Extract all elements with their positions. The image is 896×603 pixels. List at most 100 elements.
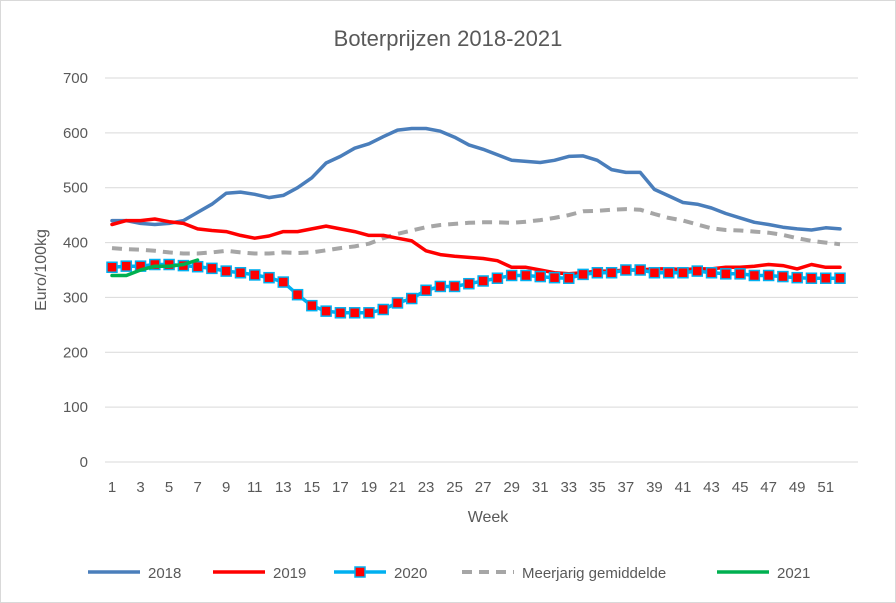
legend: 2018 2019 2020 Meerjarig gemiddelde 2021 — [88, 565, 810, 582]
y-tick-label: 400 — [63, 235, 88, 252]
data-point — [120, 260, 133, 272]
data-point — [777, 270, 789, 283]
data-point — [677, 266, 689, 279]
legend-label: 2021 — [777, 565, 810, 582]
data-point — [434, 280, 447, 293]
data-point — [605, 266, 618, 279]
data-point — [577, 268, 589, 281]
series-line — [110, 217, 842, 276]
series-4 — [110, 258, 200, 278]
y-tick-label: 600 — [63, 125, 88, 142]
x-tick-label: 25 — [446, 479, 463, 496]
legend-item: 2018 — [88, 565, 181, 582]
data-point — [406, 292, 418, 305]
data-point — [220, 265, 232, 277]
data-point — [491, 272, 504, 284]
data-point — [748, 269, 761, 282]
data-point — [705, 266, 718, 279]
legend-label: 2018 — [148, 565, 181, 582]
data-point — [791, 271, 803, 284]
gridlines — [105, 77, 858, 463]
data-point — [520, 269, 532, 282]
data-point — [291, 288, 304, 301]
x-tick-label: 5 — [165, 479, 173, 496]
x-tick-label: 49 — [789, 479, 806, 496]
x-tick-label: 37 — [618, 479, 635, 496]
y-tick-label: 200 — [63, 344, 88, 361]
data-point — [505, 269, 518, 282]
series-line — [110, 262, 842, 315]
data-point — [277, 276, 290, 288]
data-point — [819, 272, 832, 284]
data-point — [634, 264, 646, 276]
data-point — [762, 269, 775, 282]
data-point — [834, 272, 846, 284]
legend-marker — [354, 566, 366, 578]
x-tick-label: 47 — [760, 479, 777, 496]
y-axis-ticks: 0 100 200 300 400 500 600 700 — [63, 70, 88, 471]
x-tick-label: 51 — [817, 479, 834, 496]
data-point — [377, 303, 389, 316]
x-tick-label: 9 — [222, 479, 230, 496]
legend-item: 2021 — [717, 565, 810, 582]
x-tick-label: 19 — [361, 479, 378, 496]
x-tick-label: 43 — [703, 479, 720, 496]
data-point — [591, 266, 604, 279]
series-line — [111, 207, 841, 256]
data-point — [234, 266, 247, 279]
data-point — [734, 268, 746, 280]
data-point — [691, 265, 704, 277]
data-point — [391, 297, 404, 309]
x-tick-label: 45 — [732, 479, 749, 496]
chart-title: Boterprijzen 2018-2021 — [334, 26, 563, 51]
data-point — [320, 305, 332, 317]
data-point — [348, 307, 361, 319]
y-tick-label: 300 — [63, 289, 88, 306]
series-line — [110, 258, 200, 278]
x-axis-label: Week — [468, 509, 510, 526]
y-tick-label: 100 — [63, 399, 88, 416]
x-tick-label: 23 — [418, 479, 435, 496]
series-1 — [110, 217, 842, 276]
x-tick-label: 17 — [332, 479, 349, 496]
data-point — [548, 271, 561, 284]
series-0 — [110, 126, 842, 232]
x-tick-label: 21 — [389, 479, 406, 496]
legend-item: 2019 — [213, 565, 306, 582]
data-point — [334, 307, 347, 319]
series-3 — [111, 207, 841, 256]
y-axis-label: Euro/100kg — [33, 229, 50, 311]
y-tick-label: 0 — [80, 454, 88, 471]
data-point — [248, 269, 261, 281]
x-tick-label: 13 — [275, 479, 292, 496]
data-point — [263, 271, 275, 284]
data-point — [534, 270, 546, 283]
x-tick-label: 35 — [589, 479, 606, 496]
data-point — [477, 275, 489, 287]
data-point — [463, 277, 475, 290]
x-tick-label: 39 — [646, 479, 663, 496]
x-tick-label: 3 — [136, 479, 144, 496]
x-tick-label: 11 — [247, 479, 263, 496]
x-tick-label: 27 — [475, 479, 492, 496]
x-tick-label: 29 — [503, 479, 520, 496]
data-point — [805, 272, 818, 284]
legend-label: Meerjarig gemiddelde — [522, 565, 666, 582]
x-axis-ticks: 1 3 5 7 9 11 13 15 17 19 21 23 25 27 29 31 33 35 37 39 41 43 4… — [108, 479, 834, 496]
data-point — [563, 272, 575, 284]
x-tick-label: 15 — [303, 479, 320, 496]
data-point — [363, 307, 375, 319]
x-tick-label: 31 — [532, 479, 549, 496]
series-line — [110, 126, 842, 232]
data-point — [106, 261, 118, 274]
data-point — [448, 280, 461, 293]
y-tick-label: 700 — [63, 70, 88, 87]
data-point — [206, 262, 218, 275]
legend-item: Meerjarig gemiddelde — [462, 565, 666, 582]
y-tick-label: 500 — [63, 180, 88, 197]
data-point — [648, 266, 661, 279]
data-point — [662, 266, 675, 279]
series-lines — [106, 126, 846, 319]
